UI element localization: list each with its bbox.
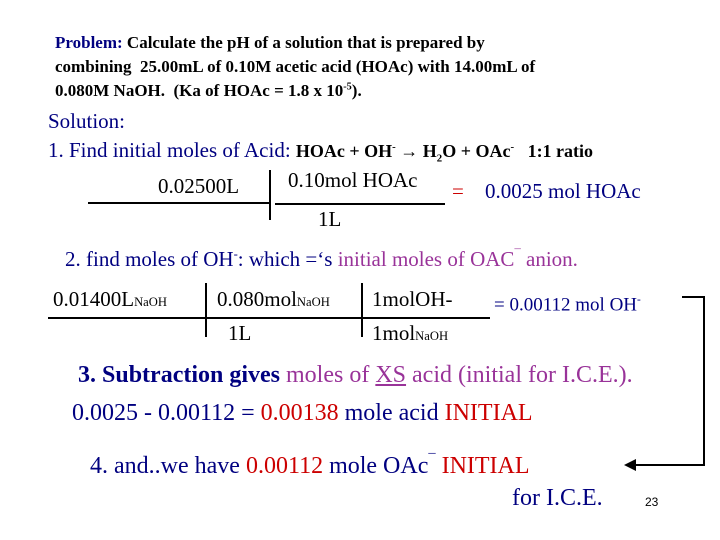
sup: ¯ (514, 247, 521, 261)
sup: - (392, 141, 396, 153)
text: 0.00138 (260, 400, 339, 426)
step1: 1. Find initial moles of Acid: HOAc + OH… (48, 140, 593, 164)
text: 1mol (372, 321, 416, 345)
text: acid (initial for I.C.E.). (406, 362, 633, 388)
text: 2. find moles of OH (65, 247, 234, 271)
text: 0.0025 - 0.00112 = (72, 400, 261, 426)
text: O + OAc (442, 141, 511, 161)
numerator: 0.10mol HOAc (288, 168, 418, 192)
arrow: → (400, 141, 419, 161)
unit: NaOH (134, 295, 167, 309)
text: mole acid (338, 400, 445, 426)
step3: 3. Subtraction gives moles of XS acid (i… (78, 363, 633, 387)
text: HOAc + OH (295, 141, 393, 161)
unit: NaOH (296, 295, 330, 309)
denominator: 1L (228, 321, 252, 345)
result: 0.0025 mol HOAc (485, 179, 641, 203)
step2: 2. find moles of OH-: which =‘s initial … (65, 248, 578, 270)
text: for I.C.E. (512, 485, 603, 511)
equals: = (452, 179, 464, 203)
solution-heading: Solution: (48, 109, 126, 133)
page-number: 23 (645, 495, 659, 509)
text: 0.080M NaOH. (Ka of HOAc = 1.8 x 10 (55, 81, 344, 100)
text: 0.00112 (245, 453, 324, 479)
text: 0.01400L (53, 287, 135, 311)
text: mole OAc (323, 453, 429, 479)
equation: HOAc + OH- → H2O + OAc- 1:1 ratio (295, 141, 594, 164)
problem-line: combining 25.00mL of 0.10M acetic acid (… (55, 57, 536, 76)
exponent: -5 (343, 81, 352, 93)
text: 3. Subtraction gives (78, 362, 287, 388)
text: 4. and..we have (90, 453, 246, 479)
volume: 0.01400LNaOH (53, 289, 167, 310)
sup: ¯ (428, 452, 436, 468)
label: Problem: (55, 33, 123, 52)
ratio-numerator: 1molOH- (372, 287, 453, 311)
text: moles of (286, 362, 376, 388)
step3-calc: 0.0025 - 0.00112 = 0.00138 mole acid INI… (72, 401, 533, 425)
text: 1. Find initial moles of Acid: (48, 138, 291, 162)
text: anion. (520, 247, 578, 271)
arrow-head (624, 459, 636, 471)
unit: NaOH (415, 329, 449, 343)
text: 0.080mol (217, 287, 297, 311)
sup: - (510, 141, 515, 153)
text: : which =‘s (237, 247, 338, 271)
text: H (422, 141, 437, 161)
step4: 4. and..we have 0.00112 mole OAc¯ INITIA… (90, 453, 530, 478)
text: 1:1 ratio (527, 141, 594, 161)
volume: 0.02500L (158, 174, 240, 198)
denominator: 1molNaOH (372, 323, 448, 344)
sup: - (637, 294, 641, 306)
text: Calculate the pH of a solution that is p… (126, 33, 485, 52)
arrow (632, 296, 705, 466)
sub: 2 (436, 152, 443, 165)
denominator: 1L (318, 207, 342, 231)
text: ). (351, 81, 362, 100)
concentration: 0.080molNaOH (217, 289, 330, 310)
result: = 0.00112 mol OH- (494, 294, 641, 316)
text: INITIAL (444, 400, 533, 426)
text: initial moles of OAC (337, 247, 515, 271)
sup: - (233, 247, 238, 261)
problem-line: Problem: Calculate the pH of a solution … (55, 34, 485, 51)
text: INITIAL (435, 453, 530, 479)
text: XS (375, 362, 407, 388)
problem-line: 0.080M NaOH. (Ka of HOAc = 1.8 x 10-5). (55, 82, 362, 99)
text: = 0.00112 mol OH (494, 294, 638, 316)
